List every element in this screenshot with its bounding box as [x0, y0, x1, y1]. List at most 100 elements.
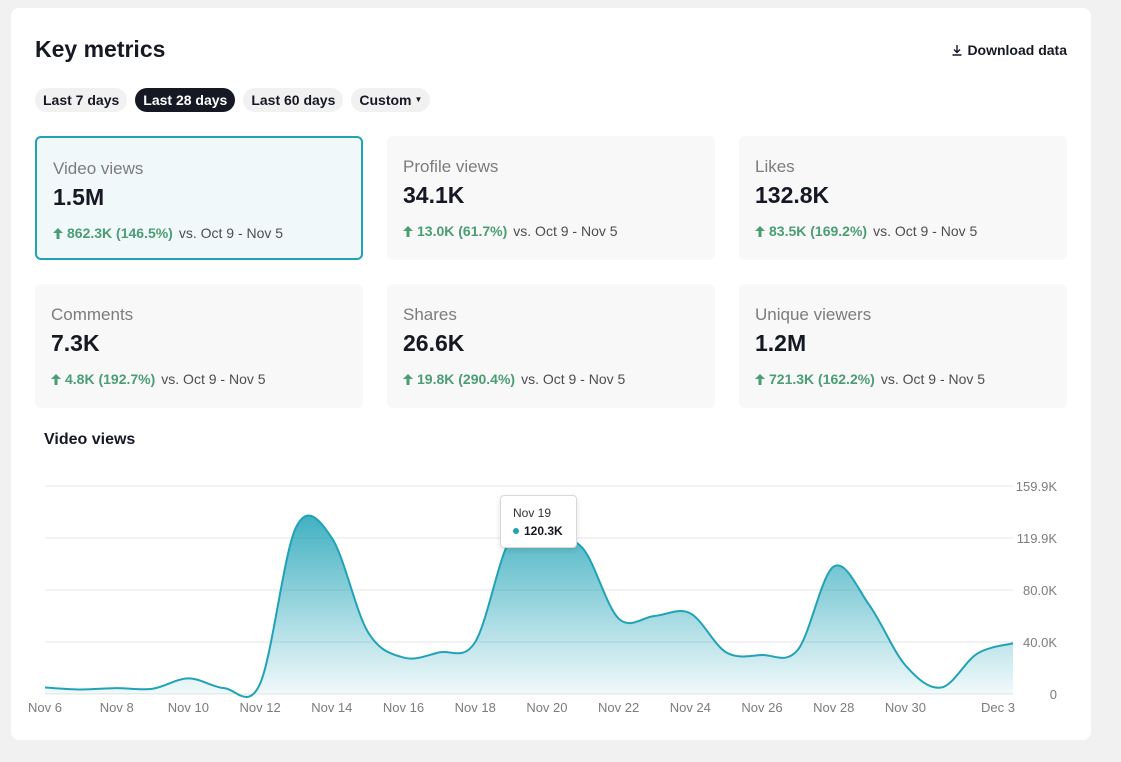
y-tick-label: 80.0K [1023, 583, 1057, 598]
y-tick-label: 119.9K [1017, 531, 1058, 546]
metric-label: Shares [403, 305, 457, 324]
metric-shares[interactable]: Shares 26.6K 19.8K (290.4%) vs. Oct 9 - … [387, 284, 715, 408]
metric-comments[interactable]: Comments 7.3K 4.8K (192.7%) vs. Oct 9 - … [35, 284, 363, 408]
x-tick-label: Nov 22 [598, 700, 639, 715]
range-label: Last 60 days [251, 92, 336, 108]
data-point [688, 611, 692, 615]
tooltip-date: Nov 19 [513, 506, 552, 520]
tooltip-value-row: 120.3K [513, 524, 563, 538]
metric-change-increase: 19.8K (290.4%) [403, 371, 515, 387]
metric-compare: vs. Oct 9 - Nov 5 [513, 223, 618, 239]
data-point [473, 640, 477, 644]
arrow-up-icon [755, 225, 765, 237]
arrow-up-icon [403, 225, 413, 237]
metric-change: 13.0K (61.7%) vs. Oct 9 - Nov 5 [403, 223, 618, 239]
metric-compare: vs. Oct 9 - Nov 5 [880, 371, 986, 387]
metric-label: Unique viewers [755, 305, 872, 324]
range-label: Last 7 days [43, 92, 120, 108]
data-point [796, 648, 800, 652]
x-tick-label: Nov 20 [526, 700, 567, 715]
metric-change-value: 83.5K (169.2%) [769, 223, 868, 239]
x-tick-label: Nov 10 [168, 700, 209, 715]
chart-tooltip: Nov 19 120.3K [500, 495, 577, 548]
data-point [186, 676, 190, 680]
data-point [903, 663, 907, 667]
range-last-7-days[interactable]: Last 7 days [35, 88, 128, 112]
date-range-selector: Last 7 days Last 28 days Last 60 days Cu… [35, 88, 431, 112]
metric-label: Likes [755, 157, 795, 176]
x-tick-label: Nov 18 [455, 700, 496, 715]
data-point [222, 686, 226, 690]
metric-change-increase: 83.5K (169.2%) [755, 223, 867, 239]
data-point [402, 656, 406, 660]
x-tick-label: Nov 14 [311, 700, 352, 715]
metric-value: 132.8K [755, 182, 830, 208]
metric-change-increase: 862.3K (146.5%) [53, 225, 173, 241]
arrow-up-icon [403, 373, 413, 385]
data-point [832, 565, 836, 569]
data-point [1011, 641, 1015, 645]
metric-value: 1.5M [53, 184, 105, 210]
arrow-up-icon [755, 373, 765, 385]
data-point [652, 614, 656, 618]
arrow-up-icon [51, 373, 61, 385]
x-tick-label: Nov 16 [383, 700, 424, 715]
chart-title: Video views [44, 431, 136, 448]
y-tick-label: 159.9K [1016, 479, 1058, 494]
download-icon [952, 45, 962, 56]
x-tick-label: Dec 3 [981, 700, 1015, 715]
metric-change: 862.3K (146.5%) vs. Oct 9 - Nov 5 [53, 225, 283, 241]
data-point [939, 685, 943, 689]
metric-likes[interactable]: Likes 132.8K 83.5K (169.2%) vs. Oct 9 - … [739, 136, 1067, 260]
x-tick-label: Nov 8 [100, 700, 134, 715]
metric-change-value: 862.3K (146.5%) [67, 225, 173, 241]
x-tick-label: Nov 6 [28, 700, 62, 715]
arrow-up-icon [53, 227, 63, 239]
data-point [330, 536, 334, 540]
key-metrics-card: Key metrics Download data Last 7 days La… [11, 8, 1091, 740]
data-point [294, 525, 298, 529]
page-title: Key metrics [35, 36, 166, 62]
metric-value: 7.3K [51, 330, 100, 356]
range-label: Custom [359, 92, 412, 108]
metric-label: Profile views [403, 157, 499, 176]
metric-change: 4.8K (192.7%) vs. Oct 9 - Nov 5 [51, 371, 266, 387]
data-point [437, 650, 441, 654]
data-point [115, 686, 119, 690]
series-dot-icon [513, 528, 519, 534]
data-point [868, 604, 872, 608]
metric-value: 34.1K [403, 182, 465, 208]
metric-change-increase: 4.8K (192.7%) [51, 371, 155, 387]
y-tick-label: 40.0K [1023, 635, 1057, 650]
metric-change: 83.5K (169.2%) vs. Oct 9 - Nov 5 [755, 223, 977, 239]
metric-change-value: 13.0K (61.7%) [417, 223, 508, 239]
x-tick-label: Nov 26 [741, 700, 782, 715]
metric-value: 26.6K [403, 330, 465, 356]
metric-label: Comments [51, 305, 134, 324]
metric-label: Video views [53, 159, 144, 178]
download-data-button[interactable]: Download data [951, 42, 1067, 58]
video-views-chart[interactable]: 159.9K 119.9K 80.0K 40.0K 0 Nov 6 Nov 8 Nov 10 N… [11, 8, 1091, 740]
metric-video-views[interactable]: Video views 1.5M 862.3K (146.5%) vs. Oct… [35, 136, 363, 260]
range-custom-dropdown[interactable]: Custom ▼ [351, 88, 431, 112]
data-point [975, 652, 979, 656]
metric-compare: vs. Oct 9 - Nov 5 [161, 371, 266, 387]
metric-change-value: 4.8K (192.7%) [65, 371, 156, 387]
metric-change-increase: 721.3K (162.2%) [755, 371, 875, 387]
range-last-28-days[interactable]: Last 28 days [135, 88, 236, 112]
data-point [760, 653, 764, 657]
data-point [151, 687, 155, 691]
metric-change-value: 19.8K (290.4%) [417, 371, 516, 387]
caret-down-icon: ▼ [414, 95, 423, 104]
range-label: Last 28 days [143, 92, 228, 108]
data-point [258, 682, 262, 686]
metric-change-value: 721.3K (162.2%) [769, 371, 875, 387]
data-point [79, 687, 83, 691]
metric-unique-viewers[interactable]: Unique viewers 1.2M 721.3K (162.2%) vs. … [739, 284, 1067, 408]
range-last-60-days[interactable]: Last 60 days [243, 88, 344, 112]
tooltip-value: 120.3K [524, 524, 563, 538]
metric-profile-views[interactable]: Profile views 34.1K 13.0K (61.7%) vs. Oc… [387, 136, 715, 260]
metric-compare: vs. Oct 9 - Nov 5 [873, 223, 978, 239]
metric-value: 1.2M [755, 330, 807, 356]
x-tick-label: Nov 12 [240, 700, 281, 715]
